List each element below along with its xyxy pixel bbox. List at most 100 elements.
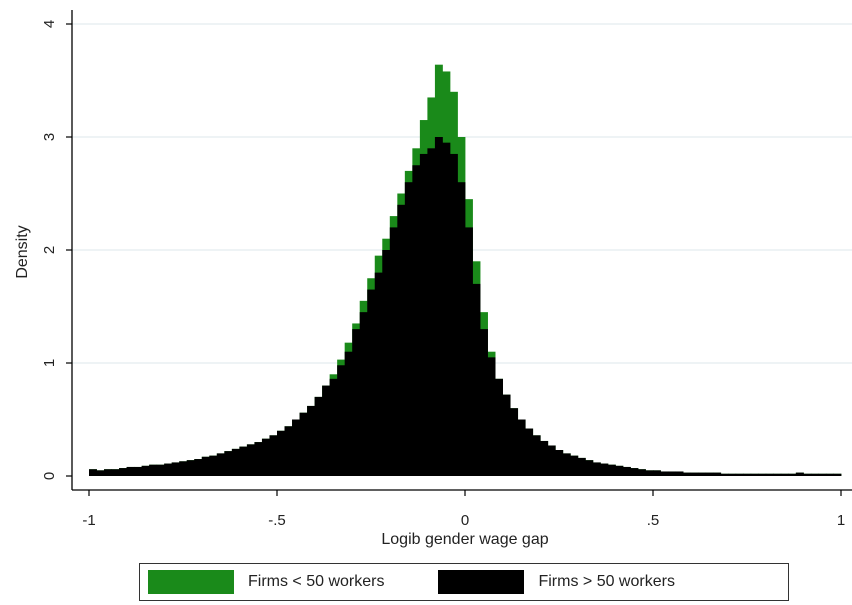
- bar-large-firms-41: [397, 204, 406, 477]
- bar-large-firms-17: [216, 453, 225, 476]
- bar-large-firms-0: [89, 469, 97, 476]
- bar-large-firms-78: [675, 471, 684, 476]
- bar-large-firms-36: [359, 312, 368, 476]
- bar-large-firms-23: [261, 438, 270, 476]
- series-large-firms: [89, 137, 842, 477]
- bar-large-firms-79: [683, 472, 691, 476]
- bar-large-firms-51: [472, 283, 481, 476]
- bar-large-firms-31: [322, 385, 331, 476]
- bar-large-firms-64: [570, 455, 579, 476]
- bar-large-firms-68: [600, 463, 609, 476]
- bar-large-firms-25: [277, 430, 285, 476]
- bar-large-firms-96: [810, 473, 819, 476]
- bar-large-firms-88: [750, 473, 759, 476]
- bar-large-firms-52: [480, 329, 488, 476]
- x-tick-label-2: 0: [461, 512, 469, 529]
- bar-large-firms-94: [795, 472, 804, 476]
- bar-large-firms-2: [104, 469, 112, 476]
- bar-large-firms-82: [705, 472, 714, 476]
- legend-swatch-small-firms: [148, 570, 234, 594]
- bar-large-firms-27: [292, 419, 300, 476]
- bar-large-firms-4: [119, 468, 127, 476]
- bar-large-firms-80: [690, 472, 699, 476]
- bar-large-firms-7: [141, 465, 150, 476]
- legend: Firms < 50 workers Firms > 50 workers: [139, 563, 789, 601]
- bar-large-firms-98: [825, 473, 834, 476]
- bar-large-firms-72: [630, 468, 639, 476]
- bar-large-firms-29: [307, 405, 315, 476]
- bar-large-firms-66: [585, 460, 594, 476]
- bar-large-firms-37: [367, 289, 376, 476]
- bar-large-firms-59: [532, 435, 541, 476]
- bar-large-firms-91: [773, 473, 782, 476]
- bar-large-firms-42: [404, 182, 413, 476]
- bar-large-firms-60: [540, 440, 549, 476]
- bar-large-firms-12: [179, 461, 188, 476]
- bar-large-firms-56: [510, 408, 519, 476]
- bar-large-firms-93: [788, 473, 797, 476]
- bar-large-firms-5: [126, 466, 135, 476]
- x-tick-label-1: -.5: [268, 512, 286, 529]
- bar-large-firms-61: [547, 445, 556, 476]
- legend-label-large-firms: Firms > 50 workers: [538, 573, 675, 590]
- bar-large-firms-92: [780, 473, 789, 476]
- bar-large-firms-73: [637, 469, 646, 476]
- x-tick-label-4: 1: [837, 512, 845, 529]
- bar-large-firms-21: [246, 444, 255, 476]
- bar-large-firms-22: [254, 442, 263, 476]
- bar-large-firms-48: [449, 153, 458, 476]
- bar-large-firms-28: [299, 412, 308, 476]
- bar-large-firms-90: [765, 473, 774, 476]
- bar-large-firms-26: [284, 426, 293, 476]
- bar-large-firms-77: [668, 471, 676, 476]
- bar-large-firms-49: [457, 182, 466, 476]
- bar-large-firms-84: [720, 473, 729, 476]
- bar-large-firms-8: [149, 464, 158, 476]
- bar-large-firms-81: [698, 472, 707, 476]
- bar-large-firms-39: [382, 250, 391, 476]
- x-tick-label-0: -1: [82, 512, 95, 529]
- bar-large-firms-19: [231, 448, 240, 476]
- y-tick-label-1: 1: [41, 359, 58, 367]
- bar-large-firms-71: [622, 466, 631, 476]
- axes: [66, 10, 852, 496]
- bar-large-firms-86: [735, 473, 744, 476]
- bar-large-firms-95: [803, 473, 812, 476]
- y-tick-label-2: 2: [41, 246, 58, 254]
- bar-large-firms-34: [344, 351, 353, 476]
- bar-large-firms-44: [419, 153, 428, 476]
- bar-large-firms-67: [592, 462, 601, 476]
- histogram-chart: 0 1 2 3 4 -1 -.5 0 .5 1 Density Logib gender wage…: [14, 10, 852, 548]
- bar-large-firms-53: [487, 357, 496, 476]
- bar-large-firms-1: [96, 470, 105, 476]
- bar-large-firms-30: [314, 396, 323, 476]
- bar-large-firms-47: [442, 142, 451, 476]
- bar-large-firms-97: [818, 473, 827, 476]
- y-tick-label-4: 4: [41, 20, 58, 28]
- y-axis-title: Density: [14, 225, 31, 278]
- bar-large-firms-63: [562, 453, 571, 476]
- bar-large-firms-33: [337, 365, 346, 476]
- bar-large-firms-43: [412, 165, 421, 476]
- bar-large-firms-54: [495, 378, 503, 476]
- bar-large-firms-69: [607, 464, 616, 476]
- bar-large-firms-99: [833, 473, 842, 476]
- bar-large-firms-24: [269, 435, 278, 476]
- bar-large-firms-70: [615, 465, 624, 476]
- bar-large-firms-18: [224, 451, 233, 476]
- y-tick-label-3: 3: [41, 133, 58, 141]
- legend-swatch-large-firms: [438, 570, 525, 594]
- x-tick-label-3: .5: [647, 512, 660, 529]
- legend-label-small-firms: Firms < 50 workers: [248, 573, 385, 590]
- bar-large-firms-15: [201, 456, 210, 476]
- bar-large-firms-13: [186, 460, 195, 476]
- bar-large-firms-62: [555, 450, 564, 476]
- bar-large-firms-14: [194, 459, 203, 476]
- bar-large-firms-45: [427, 148, 436, 477]
- bar-large-firms-20: [239, 446, 248, 476]
- bar-large-firms-10: [164, 463, 173, 476]
- bar-large-firms-6: [134, 466, 143, 476]
- legend-item-large-firms: Firms > 50 workers: [430, 564, 675, 600]
- bar-large-firms-89: [758, 473, 767, 476]
- bar-large-firms-65: [577, 457, 586, 476]
